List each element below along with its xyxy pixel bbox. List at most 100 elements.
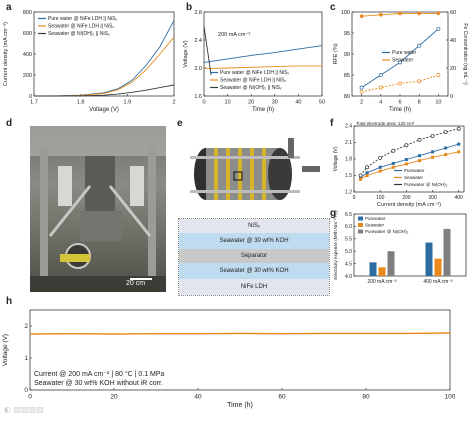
x-tick-label: 0 (353, 195, 356, 201)
data-point (431, 150, 435, 154)
x-tick-label: 10 (435, 100, 441, 106)
panel-letter-b: b (186, 2, 193, 13)
x-tick-label: 200 mA cm⁻² (367, 279, 397, 285)
electrolyzer-photo: 20 cm (30, 126, 166, 292)
stack-layer-label: Separator (240, 253, 268, 259)
y-axis-label: RFE (%) (333, 43, 339, 64)
data-point (359, 89, 364, 94)
data-point (404, 158, 408, 162)
data-point (398, 11, 402, 16)
stack-layers: NiSₓ Seawater @ 30 wt% KOH Separator Sea… (178, 218, 330, 296)
data-point (398, 81, 402, 86)
data-point (417, 159, 421, 163)
data-point (444, 146, 448, 150)
series-line (360, 128, 459, 176)
bar (434, 258, 442, 276)
plot-frame (353, 213, 467, 277)
x-tick-label: 2 (360, 100, 363, 106)
y-tick-label: 4.5 (345, 261, 352, 267)
legend-label: Seawater @ Ni(OH)₂ || NiSₓ (220, 85, 282, 91)
panel-letter-f: f (330, 118, 334, 129)
y-axis-label: Voltage (V) (2, 334, 9, 366)
y-tick-label: 1.5 (345, 173, 352, 179)
series-line (33, 36, 175, 97)
x-tick-label: 1.7 (30, 100, 38, 106)
x-tick-label: 10 (225, 100, 231, 106)
panel-letter-e: e (177, 118, 183, 129)
data-point (436, 73, 441, 77)
series-line (203, 25, 212, 76)
scale-bar-label: 20 cm (126, 280, 146, 287)
x-tick-label: 60 (278, 394, 286, 401)
legend-label: Seawater @ NiFe LDH || NiSₓ (48, 24, 114, 30)
legend-label: Seawater (365, 223, 385, 228)
legend-swatch (358, 223, 363, 227)
data-point (417, 11, 421, 16)
electrolyzer-stack-render (178, 126, 328, 216)
data-point (378, 73, 383, 77)
x-tick-label: 100 (445, 394, 456, 401)
legend-label: Purewater (365, 216, 386, 221)
legend-label: Seawater @ NiFe LDH || NiSₓ (220, 78, 286, 84)
chart-a: 1.7 1.8 1.9 2 0 200 400 600 800 Voltage (V) Curren… (3, 10, 176, 113)
stack-layer-label: Seawater @ 30 wt% KOH (219, 268, 289, 274)
chart-annotation: 200 mA cm⁻² (218, 32, 250, 38)
x-tick-label: 40 (194, 394, 202, 401)
x-tick-label: 1.8 (77, 100, 85, 106)
y-tick-label: 800 (23, 10, 32, 16)
y-tick-label: 2.0 (194, 66, 202, 72)
data-point (398, 60, 402, 65)
panel-letter-c: c (330, 2, 336, 13)
y-tick-label: 100 (341, 10, 350, 16)
data-point (365, 165, 370, 170)
x-tick-label: 6 (398, 100, 401, 106)
y-tick-label: 0 (29, 94, 32, 100)
data-point (391, 148, 396, 153)
bar (443, 228, 451, 276)
data-point (436, 11, 441, 16)
x-axis-label: Time (h) (252, 107, 274, 113)
data-point (379, 13, 383, 17)
x-tick-label: 400 mA cm⁻² (423, 279, 453, 285)
bar (369, 262, 377, 276)
legend-label: Seawater (392, 58, 413, 64)
data-point (417, 79, 422, 84)
legend-swatch (358, 216, 363, 221)
data-point (391, 161, 395, 165)
data-point (417, 43, 422, 48)
stack-layer-nis: NiSₓ (179, 219, 329, 233)
chart-b: 0 10 20 30 40 50 1.6 2.0 2.4 2.8 Time (h) Voltage (… (183, 10, 325, 113)
y-axis-label: Current density (mA cm⁻²) (3, 22, 9, 86)
panel-letter-h: h (6, 296, 13, 307)
x-tick-label: 100 (376, 195, 385, 201)
data-point (430, 133, 435, 138)
data-point (378, 155, 383, 160)
y-tick-label: 6.0 (345, 224, 352, 230)
y-tick-label: 1.2 (345, 190, 352, 196)
data-point (444, 153, 448, 157)
data-point (378, 85, 383, 90)
y-tick-label: 95 (344, 31, 350, 37)
stack-layer-seawater-bottom: Seawater @ 30 wt% KOH (179, 263, 329, 279)
legend-label: Purewater (404, 168, 425, 173)
chart-annotation: Current @ 200 mA cm⁻² | 80 °C | 0.1 MPa (34, 370, 165, 378)
y-right-tick-label: 0 (450, 94, 453, 100)
y-tick-label: 4.0 (345, 274, 352, 280)
data-point (391, 165, 395, 169)
chart-f: 0 100 200 300 400 1.2 1.5 1.8 2.1 2.4 Current dens… (333, 121, 465, 208)
y-axis-label: Voltage (V) (183, 40, 189, 67)
x-tick-label: 0 (28, 394, 32, 401)
y-tick-label: 200 (23, 73, 32, 79)
electrolyzer-photo-drawing (30, 126, 166, 292)
x-tick-label: 300 (428, 195, 437, 201)
data-point (431, 155, 435, 159)
data-point (436, 26, 441, 31)
x-tick-label: 400 (455, 195, 464, 201)
y-tick-label: 2.8 (194, 10, 202, 16)
series-line (29, 332, 451, 335)
x-axis-label: Time (h) (389, 107, 411, 113)
data-point (365, 174, 369, 177)
x-axis-label: Current density (mA cm⁻²) (377, 202, 441, 208)
stack-layer-label: Seawater @ 30 wt% KOH (219, 238, 289, 244)
y-right-axis-label: Fe Concentration (ng mL⁻¹) (462, 23, 468, 85)
